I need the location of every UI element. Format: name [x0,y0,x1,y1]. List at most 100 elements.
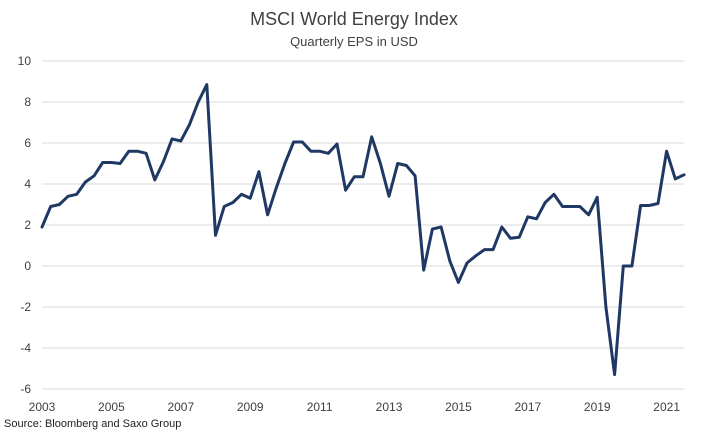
data-point [431,228,433,230]
data-point [405,165,407,166]
y-tick-label: 2 [24,218,31,232]
data-point [58,204,60,205]
data-point [189,124,190,126]
data-point [674,178,676,180]
data-point [67,195,69,197]
data-point [371,136,373,138]
x-tick-label: 2009 [237,400,264,414]
y-tick-label: 0 [24,259,31,273]
series-layer [40,83,686,377]
data-point [501,226,503,228]
data-point [258,171,260,173]
data-point [171,138,173,140]
data-point [640,205,642,206]
data-point [301,141,303,143]
data-point [397,163,399,164]
data-point [579,206,581,207]
data-point [484,249,485,251]
y-axis-ticks: 10 8 6 4 2 0 -2 -4 -6 [18,54,32,396]
data-point [249,197,251,199]
data-point [622,265,624,267]
data-point [76,193,78,195]
data-point [510,237,511,239]
data-point [50,206,52,207]
x-tick-label: 2011 [307,400,333,414]
data-point [197,101,199,103]
x-tick-label: 2013 [376,400,403,414]
data-point [518,236,520,238]
data-point [648,205,650,206]
data-point [284,163,286,164]
data-point [683,174,685,176]
y-tick-label: 8 [24,95,31,109]
x-tick-label: 2015 [445,400,472,414]
x-tick-label: 2021 [653,400,680,414]
data-point [362,176,364,178]
data-point [614,374,616,376]
data-point [327,152,329,154]
y-tick-label: -2 [20,300,31,314]
data-point [605,306,607,308]
data-point [666,150,668,152]
data-point [588,214,590,216]
data-point [119,163,121,164]
data-point [163,161,164,162]
data-point [275,187,277,189]
data-point [414,175,416,177]
data-point [388,195,390,197]
data-point [562,206,563,207]
y-tick-label: 4 [24,177,31,191]
data-point [657,203,659,204]
data-point [310,150,312,152]
source-note: Source: Bloomberg and Saxo Group [4,418,181,430]
data-point [154,179,156,181]
data-point [440,226,442,228]
data-point [145,152,147,154]
data-point [527,216,529,218]
data-point [544,202,546,203]
data-point [553,193,555,195]
data-point [223,206,225,207]
data-point [631,265,633,267]
data-point [353,176,355,178]
data-point [449,260,451,262]
data-point [232,202,234,203]
data-point [93,175,95,177]
data-point [536,218,537,220]
x-tick-label: 2019 [584,400,611,414]
data-point [319,150,321,152]
x-tick-label: 2005 [98,400,125,414]
y-tick-label: -6 [20,382,31,396]
y-tick-label: 6 [24,136,31,150]
x-axis-ticks: 2003 2005 2007 2009 2011 2013 2015 2017 2019 2021 [29,400,681,414]
data-point [180,140,182,142]
data-point [336,143,338,145]
x-tick-label: 2003 [29,400,56,414]
data-point [84,181,86,183]
y-tick-label: -4 [20,341,31,355]
data-point [293,141,295,143]
data-point [215,234,216,236]
data-point [345,189,347,191]
chart-subtitle: Quarterly EPS in USD [290,34,418,49]
y-tick-label: 10 [18,54,32,68]
data-point [241,193,242,195]
data-point [102,162,104,163]
data-point [136,150,138,152]
data-point [596,196,598,198]
chart-title: MSCI World Energy Index [250,9,458,29]
data-point [41,226,43,228]
data-point [267,214,269,216]
data-point [475,255,477,257]
data-point [423,269,425,271]
gridlines [42,60,684,390]
x-tick-label: 2017 [514,400,541,414]
series-line [40,83,686,377]
x-tick-label: 2007 [167,400,194,414]
data-point [110,162,112,163]
data-point [570,206,572,207]
data-point [379,163,381,164]
data-point [466,262,468,264]
data-point [128,150,130,152]
